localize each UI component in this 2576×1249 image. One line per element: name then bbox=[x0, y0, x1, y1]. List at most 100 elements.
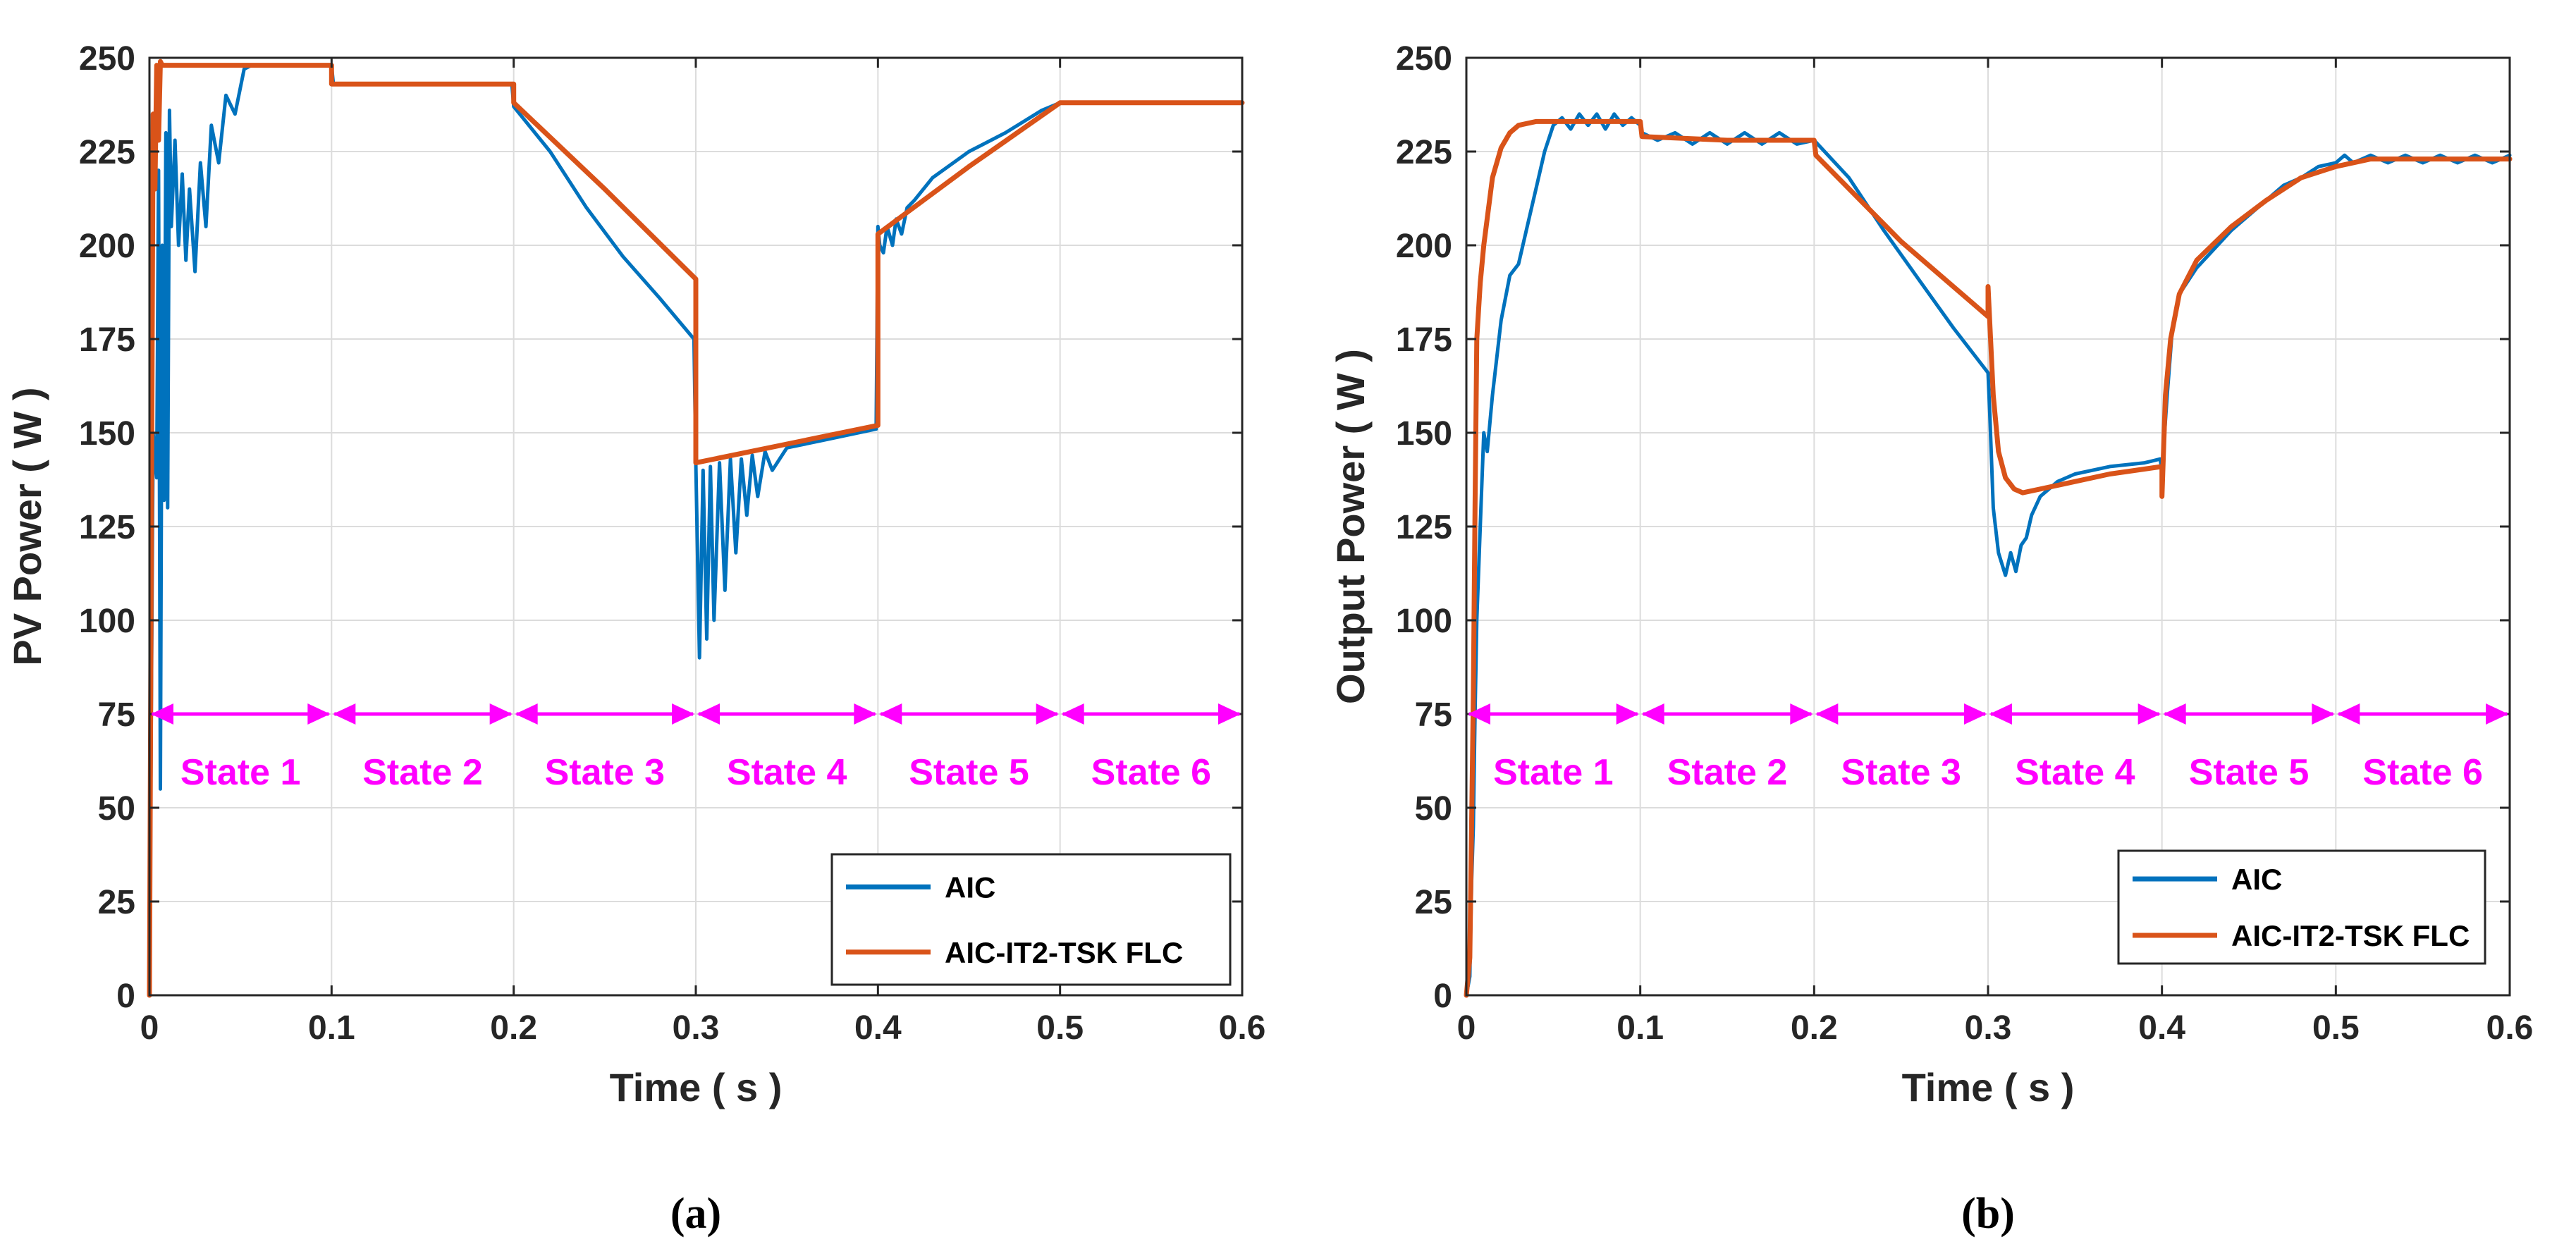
state-arrowhead-right bbox=[2486, 703, 2508, 725]
y-tick-label: 250 bbox=[79, 40, 135, 78]
x-tick-label: 0.2 bbox=[1791, 1009, 1838, 1047]
chart-panel-b: 0 0.1 0.2 0.3 0.4 0.5 0.6 0 25 50 75 100 125 150 175 20… bbox=[1328, 40, 2533, 1238]
legend: AIC AIC-IT2-TSK FLC bbox=[2117, 849, 2486, 965]
y-tick-label: 100 bbox=[1396, 603, 1452, 640]
state-arrow-2 bbox=[333, 703, 513, 725]
x-tick-label: 0 bbox=[140, 1009, 159, 1047]
state-arrowhead-right bbox=[1218, 703, 1241, 725]
x-tick-label: 0.4 bbox=[854, 1009, 902, 1047]
y-tick-label: 225 bbox=[1396, 134, 1452, 171]
state-arrowhead-left bbox=[1815, 703, 1839, 725]
state-arrowhead-right bbox=[489, 703, 513, 725]
y-axis-label: Output Power ( W ) bbox=[1328, 349, 1373, 704]
y-tick-label: 125 bbox=[79, 509, 135, 546]
state-arrowhead-left bbox=[1468, 703, 1490, 725]
x-tick-label: 0 bbox=[1457, 1009, 1476, 1047]
legend: AIC AIC-IT2-TSK FLC bbox=[830, 853, 1232, 986]
state-label: State 1 bbox=[1493, 752, 1614, 793]
state-arrowhead-left bbox=[2337, 703, 2360, 725]
state-arrow-3 bbox=[1815, 703, 1987, 725]
state-arrowhead-right bbox=[1616, 703, 1639, 725]
legend-box bbox=[830, 853, 1232, 986]
y-tick-label: 200 bbox=[1396, 228, 1452, 265]
x-tick-label: 0.6 bbox=[1219, 1009, 1266, 1047]
state-label: State 3 bbox=[1841, 752, 1961, 793]
state-arrow-4 bbox=[1989, 703, 2161, 725]
series-line-aic-it2-tsk-flc bbox=[1464, 118, 2513, 998]
state-label: State 6 bbox=[1091, 752, 1212, 793]
state-arrowhead-right bbox=[672, 703, 694, 725]
state-arrow-6 bbox=[2337, 703, 2508, 725]
state-arrowhead-right bbox=[2312, 703, 2335, 725]
panel-label: (a) bbox=[670, 1190, 721, 1238]
legend-label: AIC bbox=[945, 870, 995, 904]
y-tick-label: 25 bbox=[1415, 884, 1452, 921]
y-tick-label: 25 bbox=[98, 884, 135, 921]
state-arrowhead-right bbox=[1790, 703, 1813, 725]
state-arrow-2 bbox=[1641, 703, 1813, 725]
state-label: State 1 bbox=[180, 752, 301, 793]
x-tick-label: 0.1 bbox=[1617, 1009, 1664, 1047]
x-tick-label: 0.2 bbox=[490, 1009, 537, 1047]
state-arrowhead-left bbox=[697, 703, 720, 725]
state-label: State 2 bbox=[1667, 752, 1788, 793]
state-arrowhead-right bbox=[1036, 703, 1059, 725]
y-tick-label: 150 bbox=[1396, 415, 1452, 453]
state-arrowhead-right bbox=[1964, 703, 1987, 725]
state-label: State 4 bbox=[727, 752, 847, 793]
state-arrowhead-left bbox=[879, 703, 902, 725]
y-tick-label: 50 bbox=[98, 790, 135, 827]
state-arrowhead-right bbox=[854, 703, 877, 725]
y-tick-label: 100 bbox=[79, 603, 135, 640]
x-tick-label: 0.4 bbox=[2138, 1009, 2185, 1047]
state-label: State 2 bbox=[362, 752, 483, 793]
state-label: State 5 bbox=[909, 752, 1029, 793]
x-tick-label: 0.6 bbox=[2486, 1009, 2534, 1047]
legend-box bbox=[2117, 849, 2486, 965]
x-tick-label: 0.5 bbox=[1036, 1009, 1084, 1047]
state-label: State 3 bbox=[545, 752, 666, 793]
legend-label: AIC-IT2-TSK FLC bbox=[945, 936, 1183, 969]
state-arrowhead-left bbox=[2163, 703, 2186, 725]
y-tick-label: 125 bbox=[1396, 509, 1452, 546]
y-tick-label: 50 bbox=[1415, 790, 1452, 827]
y-tick-label: 250 bbox=[1396, 40, 1452, 78]
state-label: State 4 bbox=[2015, 752, 2135, 793]
state-arrowhead-right bbox=[2138, 703, 2161, 725]
x-axis-label: Time ( s ) bbox=[610, 1065, 783, 1109]
y-tick-label: 150 bbox=[79, 415, 135, 453]
series-line-aic-it2-tsk-flc bbox=[147, 59, 1245, 998]
state-arrow-3 bbox=[515, 703, 694, 725]
y-tick-label: 0 bbox=[1433, 978, 1452, 1015]
state-arrow-1 bbox=[1468, 703, 1639, 725]
y-tick-label: 0 bbox=[116, 978, 135, 1015]
y-tick-label: 175 bbox=[79, 321, 135, 359]
state-arrow-4 bbox=[697, 703, 877, 725]
y-tick-label: 225 bbox=[79, 134, 135, 171]
state-arrowhead-left bbox=[333, 703, 356, 725]
state-label: State 6 bbox=[2362, 752, 2483, 793]
y-tick-label: 75 bbox=[1415, 696, 1452, 734]
x-axis-label: Time ( s ) bbox=[1902, 1065, 2075, 1109]
state-arrowhead-left bbox=[1641, 703, 1664, 725]
x-tick-label: 0.5 bbox=[2312, 1009, 2360, 1047]
x-tick-label: 0.3 bbox=[1965, 1009, 2012, 1047]
state-label: State 5 bbox=[2189, 752, 2310, 793]
state-arrowhead-left bbox=[1989, 703, 2012, 725]
legend-label: AIC bbox=[2231, 863, 2282, 896]
chart-panel-a: 0 0.1 0.2 0.3 0.4 0.5 0.6 0 25 50 75 100 125 150 175 20… bbox=[5, 40, 1265, 1238]
state-arrow-5 bbox=[2163, 703, 2335, 725]
y-tick-label: 175 bbox=[1396, 321, 1452, 359]
state-arrow-6 bbox=[1061, 703, 1241, 725]
state-arrowhead-left bbox=[515, 703, 538, 725]
state-arrowhead-right bbox=[307, 703, 331, 725]
y-axis-label: PV Power ( W ) bbox=[5, 387, 49, 665]
x-tick-label: 0.1 bbox=[308, 1009, 355, 1047]
state-arrowhead-left bbox=[151, 703, 173, 725]
y-tick-label: 75 bbox=[98, 696, 135, 734]
state-arrowhead-left bbox=[1061, 703, 1084, 725]
y-tick-label: 200 bbox=[79, 228, 135, 265]
x-tick-label: 0.3 bbox=[673, 1009, 720, 1047]
panel-label: (b) bbox=[1961, 1190, 2015, 1238]
